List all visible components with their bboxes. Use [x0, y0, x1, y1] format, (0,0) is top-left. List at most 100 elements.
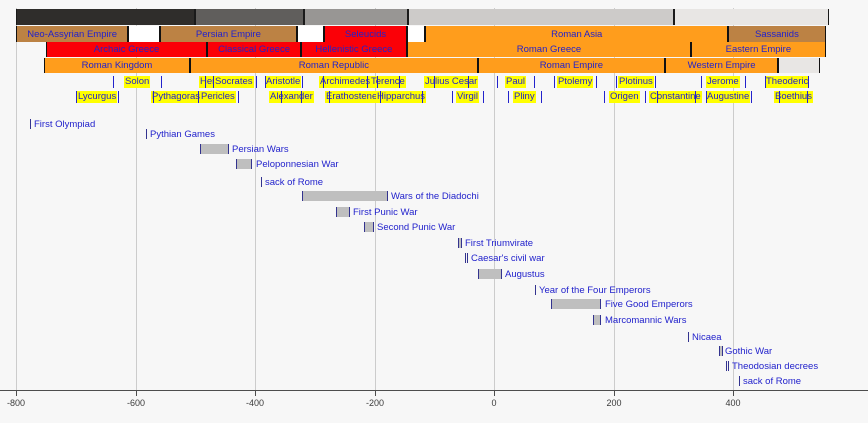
person-terence[interactable]: Terence	[370, 76, 406, 88]
person-solon[interactable]: Solon	[124, 76, 151, 88]
era-persian-empire[interactable]: Persian Empire	[159, 26, 297, 42]
person-pythagoras[interactable]: Pythagoras	[151, 91, 202, 103]
event-sack-of-rome[interactable]: sack of Rome	[0, 375, 868, 388]
person-plotinus[interactable]: Plotinus	[618, 76, 654, 88]
band-empires-row: Neo-Assyrian Empire Persian Empire Seleuci…	[0, 26, 868, 42]
era-gap[interactable]	[778, 58, 820, 73]
event-second-punic-war[interactable]: Second Punic War	[0, 221, 868, 234]
event-label: First Punic War	[353, 207, 418, 218]
era-classical-greece[interactable]: Classical Greece	[207, 42, 301, 57]
axis-tick-label--400: -400	[245, 398, 265, 408]
event-marker	[261, 177, 262, 187]
person-tick	[706, 91, 707, 103]
event-marcomannic-wars[interactable]: Marcomannic Wars	[0, 314, 868, 327]
event-label: First Olympiad	[34, 119, 96, 130]
era-gap[interactable]	[128, 26, 160, 42]
person-hipparchus[interactable]: Hipparchus	[376, 91, 427, 103]
era-gap[interactable]	[407, 9, 675, 25]
person-archimedes[interactable]: Archimedes	[319, 76, 372, 88]
person-socrates[interactable]: Socrates	[214, 76, 254, 88]
axis-tick-label--800: -800	[6, 398, 26, 408]
person-tick	[751, 91, 752, 103]
person-tick	[468, 76, 469, 88]
event-first-olympiad[interactable]: First Olympiad	[0, 118, 868, 131]
event-year-of-the-four-emperors[interactable]: Year of the Four Emperors	[0, 284, 868, 297]
era-sassanids[interactable]: Sassanids	[728, 26, 826, 42]
person-tick	[238, 91, 239, 103]
gridline-200	[614, 8, 615, 390]
event-theodosian-decrees[interactable]: Theodosian decrees	[0, 360, 868, 373]
era-western-empire[interactable]: Western Empire	[664, 58, 779, 73]
event-marker	[465, 253, 466, 263]
event-wars-of-the-diadochi[interactable]: Wars of the Diadochi	[0, 190, 868, 203]
person-erathostenes[interactable]: Erathostenes	[325, 91, 383, 103]
person-ptolemy[interactable]: Ptolemy	[557, 76, 594, 88]
person-tick	[422, 91, 423, 103]
person-paul[interactable]: Paul	[505, 76, 527, 88]
event-label: Persian Wars	[232, 144, 289, 155]
era-roman-kingdom[interactable]: Roman Kingdom	[44, 58, 190, 73]
era-roman-republic[interactable]: Roman Republic	[189, 58, 478, 73]
person-tick	[380, 91, 381, 103]
era-archaic-greece[interactable]: Archaic Greece	[45, 42, 208, 57]
person-augustine[interactable]: Augustine	[706, 91, 751, 103]
person-boethius[interactable]: Boethius	[774, 91, 813, 103]
era-gap[interactable]	[195, 9, 304, 25]
era-gap[interactable]	[674, 9, 829, 25]
person-tick	[329, 91, 330, 103]
event-nicaea[interactable]: Nicaea	[0, 331, 868, 344]
era-roman-asia[interactable]: Roman Asia	[425, 26, 729, 42]
person-tick	[399, 76, 400, 88]
era-hellenistic-greece[interactable]: Hellenistic Greece	[301, 42, 407, 57]
gridline--400	[255, 8, 256, 390]
era-gap[interactable]	[407, 26, 426, 42]
event-label: sack of Rome	[265, 177, 324, 188]
event-peloponnesian-war[interactable]: Peloponnesian War	[0, 158, 868, 171]
person-tick	[256, 76, 257, 88]
person-virgil[interactable]: Virgil	[456, 91, 479, 103]
person-tick	[452, 91, 453, 103]
gridline--600	[136, 8, 137, 390]
era-eastern-empire[interactable]: Eastern Empire	[691, 42, 826, 57]
era-seleucids[interactable]: Seleucids	[323, 26, 408, 42]
event-bar	[593, 315, 601, 325]
event-pythian-games[interactable]: Pythian Games	[0, 128, 868, 141]
event-augustus[interactable]: Augustus	[0, 268, 868, 281]
event-marker	[739, 376, 740, 386]
event-sack-of-rome[interactable]: sack of Rome	[0, 176, 868, 189]
person-pericles[interactable]: Pericles	[200, 91, 236, 103]
person-tick	[483, 91, 484, 103]
person-aristotle[interactable]: Aristotle	[265, 76, 302, 88]
person-tick	[281, 91, 282, 103]
axis-tick--400	[255, 391, 256, 396]
person-lycurgus[interactable]: Lycurgus	[77, 91, 118, 103]
era-roman-greece[interactable]: Roman Greece	[406, 42, 692, 57]
event-first-triumvirate[interactable]: First Triumvirate	[0, 237, 868, 250]
person-jerome[interactable]: Jerome	[706, 76, 740, 88]
event-gothic-war[interactable]: Gothic War	[0, 345, 868, 358]
event-persian-wars[interactable]: Persian Wars	[0, 143, 868, 156]
person-tick	[301, 91, 302, 103]
event-bar	[236, 159, 252, 169]
person-origen[interactable]: Origen	[609, 91, 640, 103]
era-gap[interactable]	[296, 26, 324, 42]
event-bar	[336, 207, 350, 217]
event-marker	[467, 253, 468, 263]
person-tick	[807, 91, 808, 103]
gridline-400	[733, 8, 734, 390]
event-label: Augustus	[505, 269, 545, 280]
era-neo-assyrian-empire[interactable]: Neo-Assyrian Empire	[16, 26, 129, 42]
era-roman-empire[interactable]: Roman Empire	[477, 58, 665, 73]
person-constantine[interactable]: Constantine	[649, 91, 702, 103]
person-theoderic[interactable]: Theoderic	[765, 76, 810, 88]
event-marker	[726, 361, 727, 371]
event-caesar-s-civil-war[interactable]: Caesar's civil war	[0, 252, 868, 265]
person-alexander[interactable]: Alexander	[269, 91, 314, 103]
era-gap[interactable]	[303, 9, 408, 25]
event-first-punic-war[interactable]: First Punic War	[0, 206, 868, 219]
person-pliny[interactable]: Pliny	[513, 91, 536, 103]
person-julius-cesar[interactable]: Julius Cesar	[424, 76, 479, 88]
event-five-good-emperors[interactable]: Five Good Emperors	[0, 298, 868, 311]
era-gap[interactable]	[16, 9, 196, 25]
